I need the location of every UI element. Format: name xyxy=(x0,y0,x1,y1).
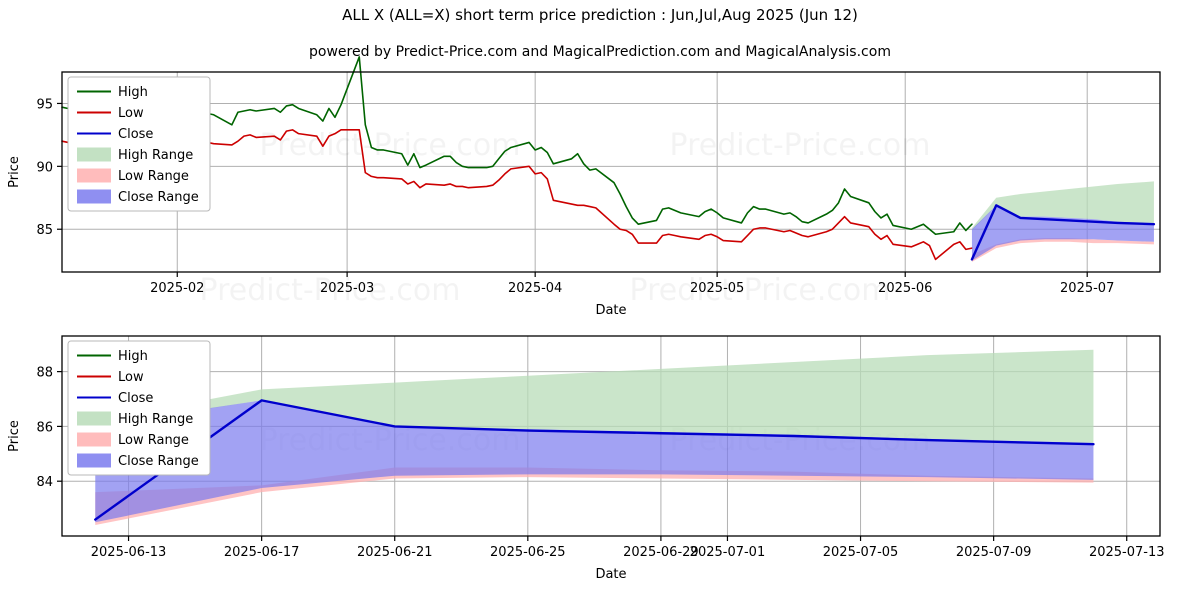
y-tick-label: 88 xyxy=(36,366,53,381)
x-axis-label: Date xyxy=(595,567,626,582)
y-tick-label: 85 xyxy=(36,223,53,238)
y-tick-label: 95 xyxy=(36,97,53,112)
x-axis-label: Date xyxy=(595,303,626,318)
x-tick-label: 2025-07-13 xyxy=(1089,545,1165,560)
overview-chart: Predict-Price.com Predict-Price.com Predic… xyxy=(7,56,1161,318)
x-tick-label: 2025-04 xyxy=(508,281,562,296)
watermark: Predict-Price.com xyxy=(200,273,461,308)
legend-label: Low xyxy=(118,370,144,385)
close-range-band xyxy=(95,400,1094,523)
legend-label: Low Range xyxy=(118,433,189,448)
x-tick-label: 2025-06-25 xyxy=(490,545,566,560)
close-range-band xyxy=(971,205,1154,261)
legend-swatch-band xyxy=(77,189,111,204)
page-title: ALL X (ALL=X) short term price predictio… xyxy=(342,6,858,24)
x-tick-label: 2025-02 xyxy=(150,281,204,296)
x-tick-label: 2025-07-01 xyxy=(690,545,766,560)
close-line-forecast xyxy=(970,204,1156,261)
plot-frame xyxy=(61,335,1161,537)
x-tick-label: 2025-06-13 xyxy=(91,545,167,560)
close-line-forecast xyxy=(94,399,1095,521)
x-tick-label: 2025-06 xyxy=(878,281,932,296)
watermark: Predict-Price.com xyxy=(670,128,931,163)
x-tick-label: 2025-05 xyxy=(690,281,744,296)
legend-swatch-band xyxy=(77,453,111,468)
legend-label: Close xyxy=(118,127,153,142)
high-range-band xyxy=(95,349,1094,443)
x-tick-label: 2025-06-21 xyxy=(357,545,433,560)
legend-label: High Range xyxy=(118,148,193,163)
legend-label: Close Range xyxy=(118,190,199,205)
y-axis-label: Price xyxy=(7,420,22,452)
forecast-detail-chart: Predict-Price.comPredict-Price.com848688… xyxy=(7,335,1165,582)
y-tick-label: 84 xyxy=(36,475,53,490)
legend-swatch-band xyxy=(77,147,111,162)
x-tick-label: 2025-03 xyxy=(320,281,374,296)
high-range-band xyxy=(971,181,1154,231)
legend-label: Low xyxy=(118,106,144,121)
legend-label: High xyxy=(118,349,148,364)
x-tick-label: 2025-07 xyxy=(1060,281,1114,296)
x-tick-label: 2025-07-09 xyxy=(956,545,1032,560)
legend-swatch-band xyxy=(77,432,111,447)
legend-swatch-band xyxy=(77,168,111,183)
legend-label: Close xyxy=(118,391,153,406)
legend-label: High Range xyxy=(118,412,193,427)
legend-label: High xyxy=(118,85,148,100)
low-range-band xyxy=(95,467,1094,526)
x-tick-label: 2025-06-29 xyxy=(623,545,699,560)
y-tick-label: 86 xyxy=(36,420,53,435)
x-tick-label: 2025-06-17 xyxy=(224,545,300,560)
page-subtitle: powered by Predict-Price.com and Magical… xyxy=(309,44,891,60)
legend-label: Low Range xyxy=(118,169,189,184)
plot-frame xyxy=(61,71,1161,273)
legend-label: Close Range xyxy=(118,454,199,469)
y-tick-label: 90 xyxy=(36,160,53,175)
x-tick-label: 2025-07-05 xyxy=(823,545,899,560)
legend-swatch-band xyxy=(77,411,111,426)
y-axis-label: Price xyxy=(7,156,22,188)
watermark: Predict-Price.com xyxy=(630,273,891,308)
